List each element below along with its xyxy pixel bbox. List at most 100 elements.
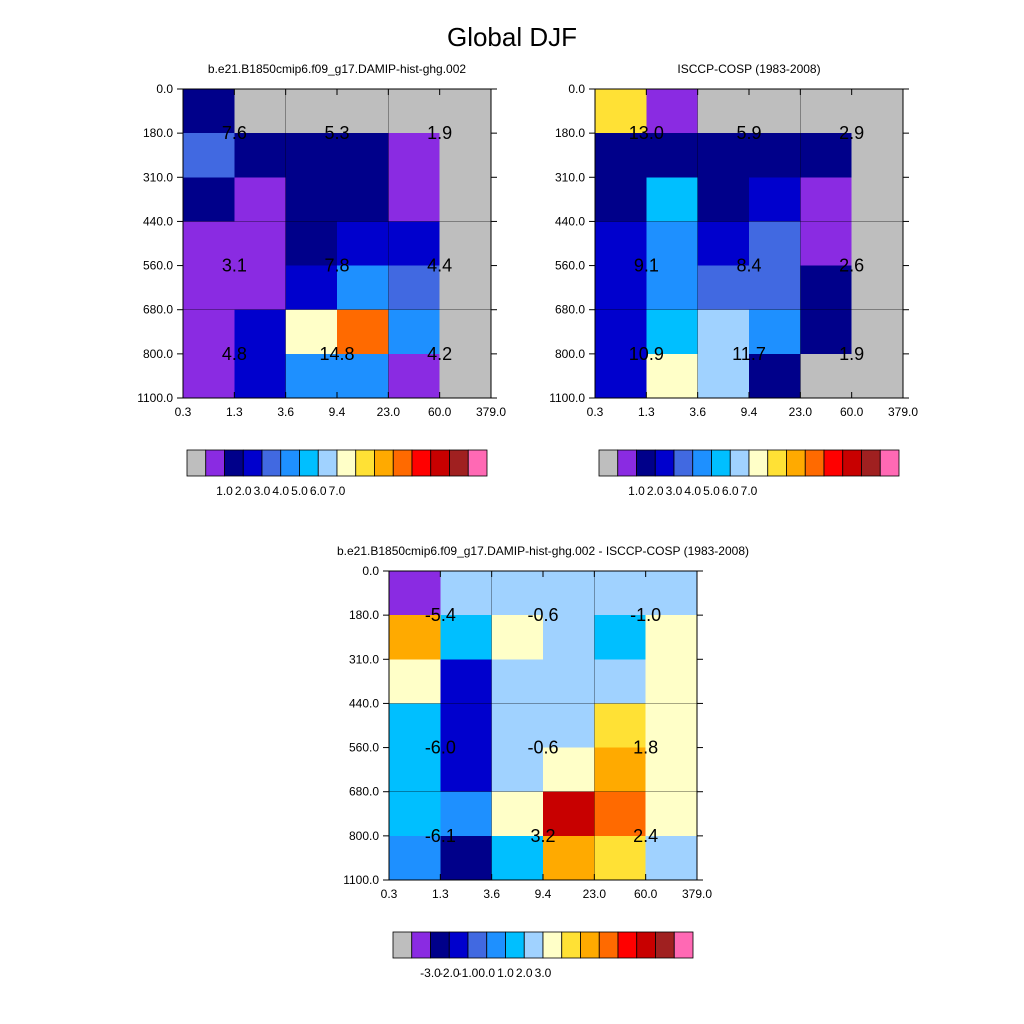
heatmap-cell	[594, 835, 647, 881]
colorbar-swatch	[186, 449, 207, 477]
x-tick-label: 60.0	[634, 887, 658, 901]
heatmap-cell	[645, 835, 698, 881]
colorbar-swatch	[430, 931, 450, 959]
y-tick-label: 1100.0	[137, 391, 173, 405]
y-tick-label: 1100.0	[343, 873, 379, 887]
heatmap-cell	[389, 791, 441, 837]
heatmap-cell	[337, 353, 389, 399]
colorbar-label: -1.0	[458, 966, 479, 980]
heatmap-cell	[439, 89, 492, 134]
colorbar-swatch	[317, 449, 338, 477]
heatmap-cell	[645, 703, 698, 749]
heatmap-cell	[697, 353, 750, 399]
cell-value-label: 2.6	[839, 256, 864, 276]
heatmap-cell	[285, 221, 338, 267]
y-tick-label: 680.0	[349, 785, 379, 799]
x-tick-label: 23.0	[377, 405, 401, 419]
colorbar-swatch	[205, 449, 225, 477]
y-tick-label: 440.0	[143, 214, 173, 228]
colorbar-swatch	[636, 449, 656, 477]
colorbar-swatch	[861, 449, 881, 477]
cell-value-label: 13.0	[629, 123, 664, 143]
heatmap-cell	[491, 703, 544, 749]
x-tick-label: 0.3	[175, 405, 192, 419]
colorbar-label: 2.0	[516, 966, 533, 980]
heatmap-cell	[697, 133, 750, 178]
heatmap-cell	[851, 133, 904, 178]
heatmap-cell	[697, 221, 750, 267]
y-tick-label: 440.0	[555, 214, 585, 228]
y-tick-label: 310.0	[349, 652, 379, 666]
heatmap-cell	[800, 353, 853, 399]
heatmap-cell	[388, 89, 441, 134]
heatmap-cell	[646, 221, 699, 267]
y-tick-label: 1100.0	[549, 391, 585, 405]
colorbar-label: 3.0	[535, 966, 552, 980]
heatmap-cell	[851, 309, 904, 355]
x-tick-label: 379.0	[888, 405, 918, 419]
y-tick-label: 560.0	[349, 741, 379, 755]
cell-value-label: 11.7	[732, 344, 766, 364]
heatmap-cell	[594, 747, 647, 793]
heatmap-cell	[183, 265, 235, 311]
heatmap-cell	[491, 791, 544, 837]
colorbar: -3.0-2.0-1.0 0.0 1.0 2.0 3.0	[392, 931, 694, 980]
heatmap-cell	[646, 177, 699, 223]
colorbar-swatch	[804, 449, 825, 477]
colorbar: 1.0 2.0 3.0 4.0 5.0 6.0 7.0	[598, 449, 900, 498]
colorbar-label: 3.0	[254, 484, 271, 498]
heatmap-cell	[595, 309, 647, 355]
heatmap-cell	[697, 89, 750, 134]
y-tick-label: 440.0	[349, 696, 379, 710]
colorbar-label: -3.0	[420, 966, 441, 980]
heatmap-cell	[389, 571, 441, 616]
x-tick-label: 379.0	[476, 405, 506, 419]
heatmap-cell	[645, 615, 698, 660]
heatmap-cell	[389, 615, 441, 660]
colorbar-label: 7.0	[329, 484, 346, 498]
panel-title: ISCCP-COSP (1983-2008)	[677, 62, 820, 76]
heatmap-cell	[389, 703, 441, 749]
panel-title: b.e21.B1850cmip6.f09_g17.DAMIP-hist-ghg.…	[337, 544, 749, 558]
heatmap-cell	[594, 659, 647, 705]
cell-value-label: -0.6	[527, 605, 558, 625]
heatmap-cell	[183, 221, 235, 267]
heatmap-cell	[646, 309, 699, 355]
colorbar-label: 1.0	[628, 484, 645, 498]
cell-value-label: 4.2	[427, 344, 452, 364]
cell-value-label: 7.6	[222, 123, 247, 143]
x-tick-label: 23.0	[583, 887, 607, 901]
heatmap-cell	[388, 133, 441, 178]
cell-value-label: 9.1	[634, 256, 659, 276]
cell-value-label: 1.9	[839, 344, 864, 364]
x-tick-label: 60.0	[428, 405, 452, 419]
heatmap-cell	[645, 659, 698, 705]
heatmap-cell	[234, 353, 287, 399]
heatmap-cell	[183, 309, 235, 355]
colorbar-label: 2.0	[647, 484, 664, 498]
colorbar-swatch	[542, 931, 563, 959]
heatmap-cell	[337, 309, 389, 355]
y-tick-label: 560.0	[555, 259, 585, 273]
heatmap-cell	[285, 177, 338, 223]
heatmap-panel-3: b.e21.B1850cmip6.f09_g17.DAMIP-hist-ghg.…	[337, 544, 749, 980]
heatmap-cell	[749, 133, 801, 178]
heatmap-cell	[234, 133, 287, 178]
colorbar-swatch	[467, 931, 488, 959]
x-tick-label: 1.3	[638, 405, 655, 419]
heatmap-cell	[697, 177, 750, 223]
x-tick-label: 9.4	[535, 887, 552, 901]
colorbar-swatch	[786, 449, 806, 477]
heatmap-cell	[388, 353, 441, 399]
colorbar-swatch	[655, 931, 675, 959]
y-tick-label: 800.0	[143, 347, 173, 361]
y-tick-label: 680.0	[555, 303, 585, 317]
heatmap-cell	[285, 265, 338, 311]
colorbar-swatch	[430, 449, 450, 477]
colorbar-swatch	[224, 449, 244, 477]
cell-value-label: 14.8	[319, 344, 354, 364]
colorbar-swatch	[561, 931, 581, 959]
y-tick-label: 310.0	[555, 170, 585, 184]
heatmap-cell	[388, 177, 441, 223]
heatmap-cell	[543, 835, 595, 881]
